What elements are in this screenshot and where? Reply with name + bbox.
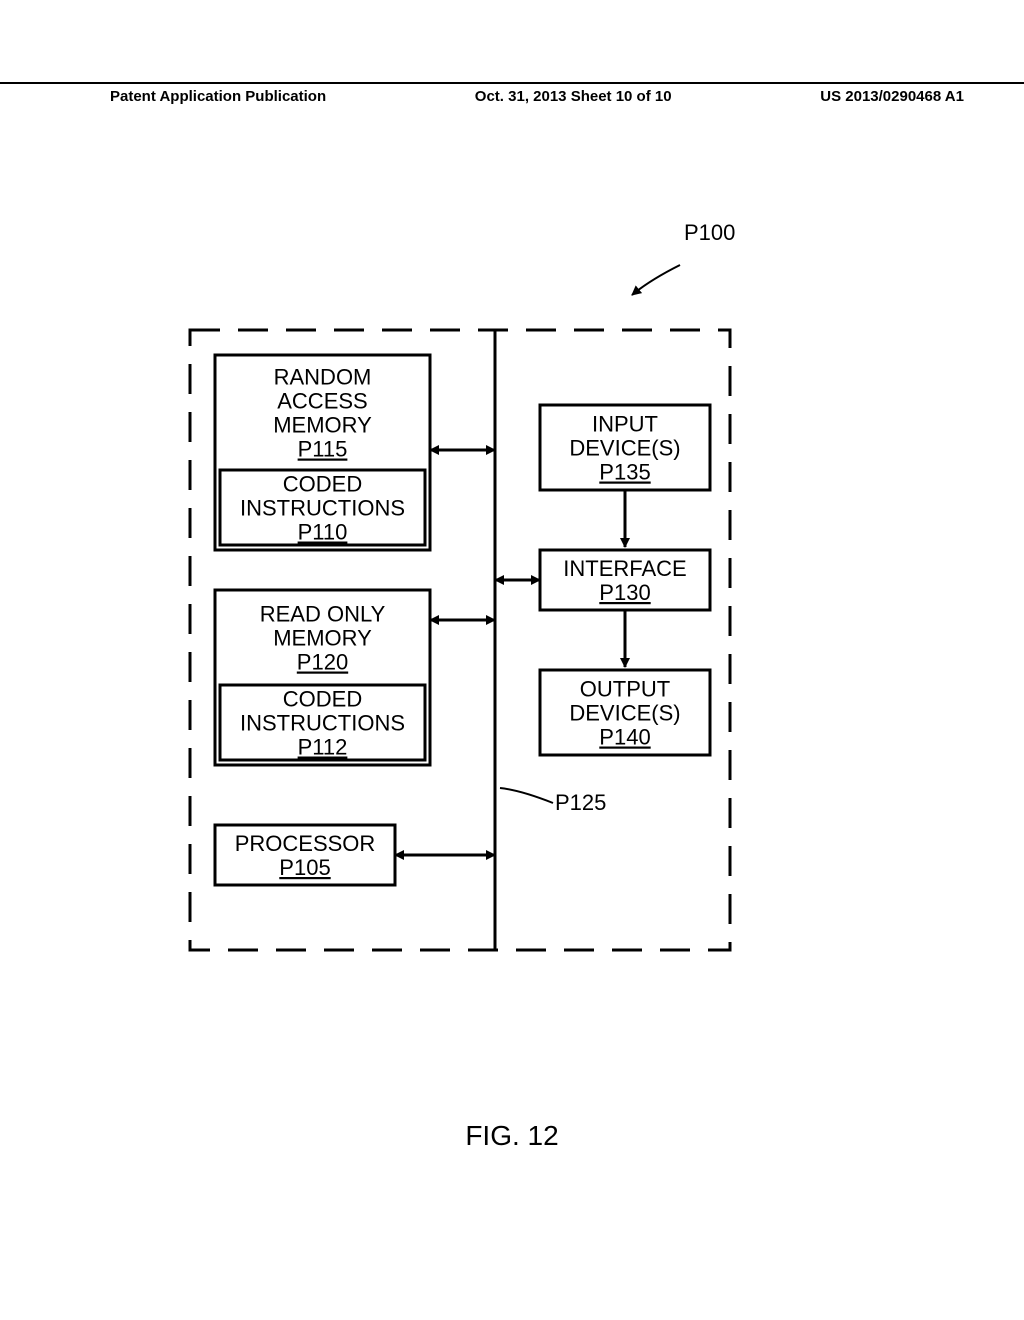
svg-text:DEVICE(S): DEVICE(S) xyxy=(569,436,680,461)
svg-text:MEMORY: MEMORY xyxy=(273,626,372,651)
svg-text:INSTRUCTIONS: INSTRUCTIONS xyxy=(240,496,405,521)
header-left: Patent Application Publication xyxy=(110,88,326,105)
header-center: Oct. 31, 2013 Sheet 10 of 10 xyxy=(475,88,672,105)
svg-text:INTERFACE: INTERFACE xyxy=(563,556,686,581)
callout-p125-label: P125 xyxy=(555,790,606,815)
svg-text:P110: P110 xyxy=(298,520,348,545)
svg-text:DEVICE(S): DEVICE(S) xyxy=(569,701,680,726)
callout-p125-line xyxy=(500,788,553,803)
svg-text:P115: P115 xyxy=(298,437,348,462)
callout-p100-label: P100 xyxy=(684,220,735,245)
svg-text:P105: P105 xyxy=(279,855,330,880)
svg-text:CODED: CODED xyxy=(283,687,362,712)
svg-text:P135: P135 xyxy=(599,460,650,485)
diagram-container: P100P125RANDOMACCESSMEMORYP115CODEDINSTR… xyxy=(0,180,1024,1180)
svg-text:P112: P112 xyxy=(298,735,348,760)
svg-text:MEMORY: MEMORY xyxy=(273,413,372,438)
header-right: US 2013/0290468 A1 xyxy=(820,88,964,105)
svg-text:READ ONLY: READ ONLY xyxy=(260,602,386,627)
svg-text:PROCESSOR: PROCESSOR xyxy=(235,831,376,856)
figure-caption: FIG. 12 xyxy=(0,1120,1024,1152)
svg-text:P140: P140 xyxy=(599,725,650,750)
svg-text:RANDOM: RANDOM xyxy=(274,365,372,390)
svg-text:P130: P130 xyxy=(599,580,650,605)
block-diagram: P100P125RANDOMACCESSMEMORYP115CODEDINSTR… xyxy=(0,180,1024,1180)
svg-text:OUTPUT: OUTPUT xyxy=(580,677,670,702)
page-header: Patent Application Publication Oct. 31, … xyxy=(0,82,1024,105)
svg-text:P120: P120 xyxy=(297,650,348,675)
callout-p100-line xyxy=(632,265,680,295)
svg-text:INPUT: INPUT xyxy=(592,412,658,437)
svg-text:INSTRUCTIONS: INSTRUCTIONS xyxy=(240,711,405,736)
svg-text:CODED: CODED xyxy=(283,472,362,497)
svg-text:ACCESS: ACCESS xyxy=(277,389,367,414)
